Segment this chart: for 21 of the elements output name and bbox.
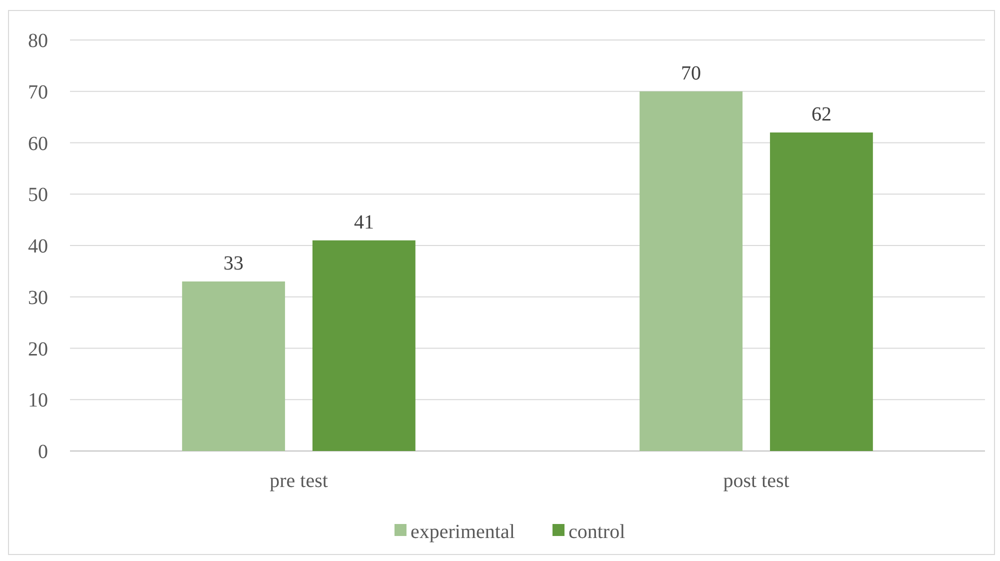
bar xyxy=(182,281,286,451)
legend-label: experimental xyxy=(410,521,516,543)
y-tick-label: 40 xyxy=(28,236,48,258)
y-tick-label: 20 xyxy=(28,338,48,360)
y-tick-label: 0 xyxy=(38,441,48,463)
bar xyxy=(312,240,416,451)
y-tick-label: 10 xyxy=(28,390,48,412)
legend-label: control xyxy=(568,521,626,543)
y-tick-label: 30 xyxy=(28,286,48,309)
x-tick-label: pre test xyxy=(270,470,328,492)
y-tick-label: 70 xyxy=(28,81,48,104)
y-tick-label: 60 xyxy=(28,132,48,155)
x-tick-label: post test xyxy=(723,470,790,492)
y-tick-label: 50 xyxy=(28,184,48,206)
bar xyxy=(640,91,743,451)
data-label: 41 xyxy=(354,211,374,234)
y-tick-label: 80 xyxy=(28,30,48,52)
data-label: 62 xyxy=(811,103,832,126)
bar xyxy=(770,132,873,451)
data-label: 33 xyxy=(224,252,244,274)
data-label: 70 xyxy=(681,62,702,84)
